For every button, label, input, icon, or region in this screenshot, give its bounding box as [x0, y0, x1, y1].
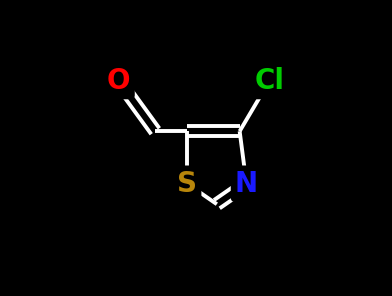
- Text: Cl: Cl: [254, 67, 284, 95]
- Text: N: N: [235, 170, 258, 198]
- Text: S: S: [177, 170, 197, 198]
- Text: O: O: [107, 67, 131, 95]
